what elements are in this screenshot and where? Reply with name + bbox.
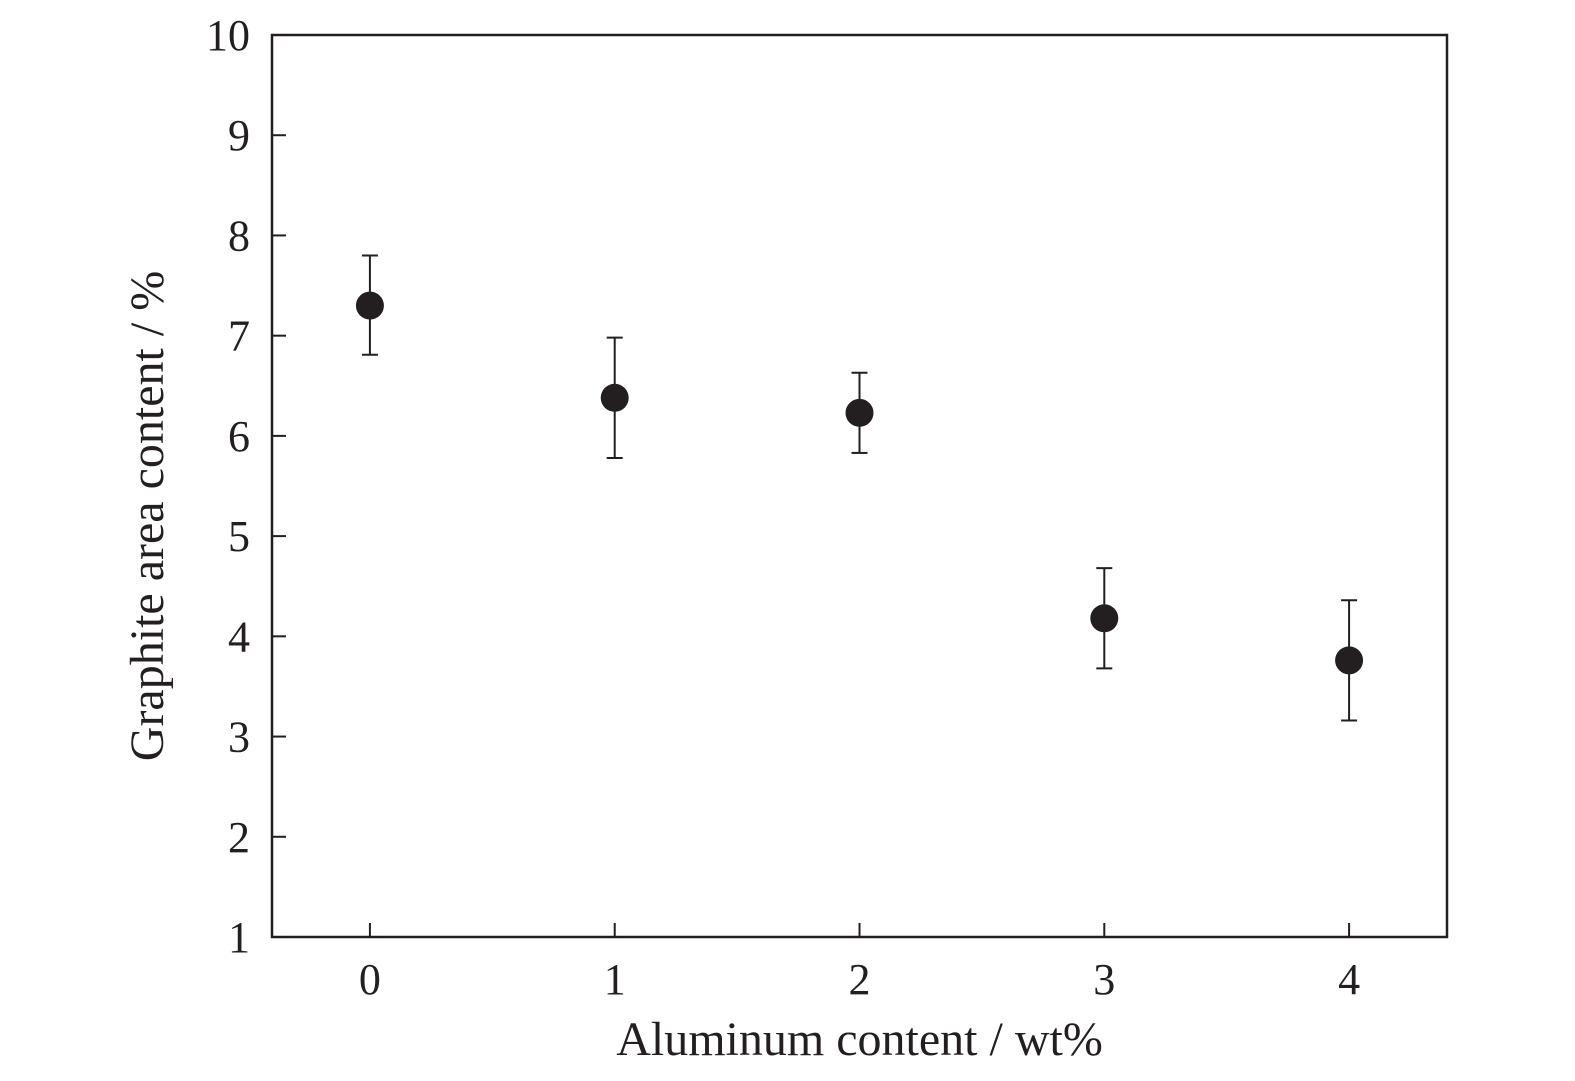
y-tick-label: 5 — [228, 512, 250, 561]
data-point — [1335, 646, 1364, 675]
y-tick-label: 1 — [228, 913, 250, 962]
y-tick-label: 3 — [228, 713, 250, 762]
data-point — [1090, 604, 1119, 633]
y-tick-label: 6 — [228, 412, 250, 461]
axes — [270, 33, 1449, 939]
data-points — [355, 291, 1364, 675]
data-point — [600, 383, 629, 412]
y-tick-label: 9 — [228, 111, 250, 160]
ticks: 1 2 3 4 5 6 7 8 9 10 0 1 2 3 4 — [206, 11, 1360, 1004]
plot-frame — [270, 33, 1449, 939]
y-tick-label: 8 — [228, 211, 250, 260]
y-axis-title: Graphite area content / % — [121, 271, 174, 761]
y-tick-label: 4 — [228, 612, 250, 661]
x-tick-label: 2 — [849, 955, 871, 1004]
y-tick-label: 10 — [206, 11, 250, 60]
y-tick-label: 2 — [228, 813, 250, 862]
x-tick-label: 4 — [1338, 955, 1360, 1004]
x-axis-title: Aluminum content / wt% — [616, 1013, 1103, 1066]
x-tick-label: 0 — [359, 955, 381, 1004]
x-tick-label: 3 — [1093, 955, 1115, 1004]
data-point — [845, 398, 874, 427]
data-point — [355, 291, 384, 320]
error-bars — [361, 254, 1358, 722]
x-tick-label: 1 — [604, 955, 626, 1004]
y-tick-label: 7 — [228, 312, 250, 361]
